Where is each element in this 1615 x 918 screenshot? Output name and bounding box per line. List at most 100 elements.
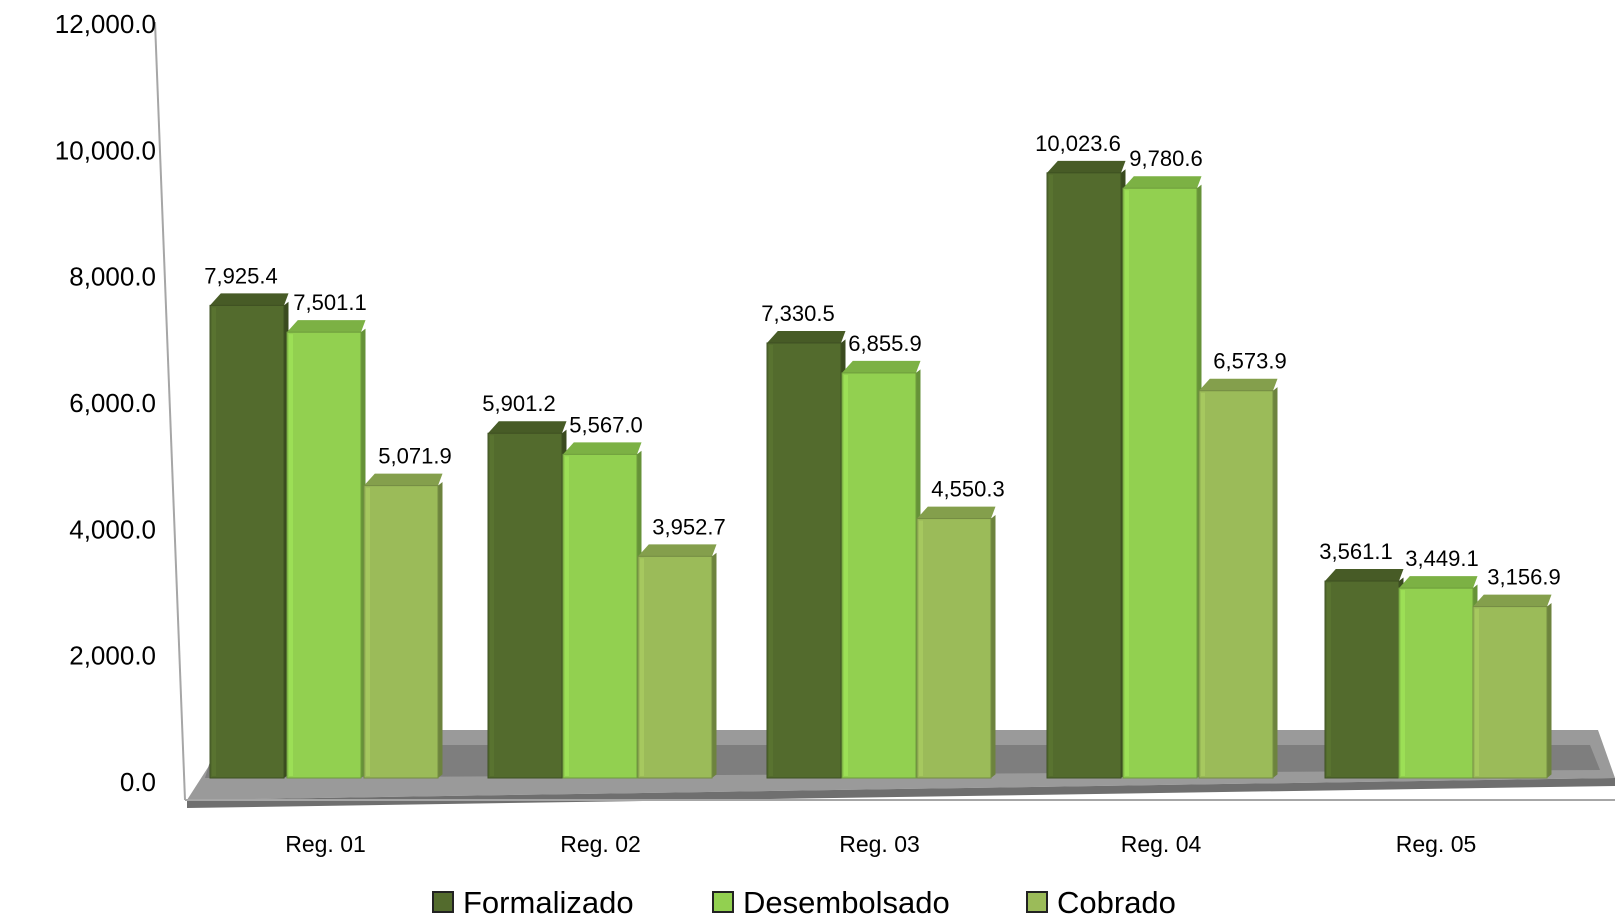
bar — [1198, 378, 1278, 779]
bar-front — [363, 485, 439, 779]
bar-top — [210, 293, 289, 306]
bar-front — [1122, 187, 1198, 779]
bar-highlight — [844, 374, 848, 776]
bar-top — [1399, 576, 1478, 589]
legend-item: Desembolsado — [712, 885, 950, 918]
data-label: 5,567.0 — [569, 412, 642, 437]
data-label: 3,561.1 — [1319, 539, 1392, 564]
bar — [1122, 176, 1202, 779]
y-tick-label: 0.0 — [120, 767, 156, 797]
bar — [1046, 160, 1126, 779]
bar-front — [286, 331, 362, 779]
bar-highlight — [919, 520, 923, 776]
data-label: 3,952.7 — [652, 514, 725, 539]
category-label: Reg. 03 — [839, 831, 920, 857]
data-label: 4,550.3 — [931, 477, 1004, 502]
bar-top — [638, 544, 717, 557]
bar — [363, 473, 443, 779]
data-label: 3,156.9 — [1487, 565, 1560, 590]
bar — [1324, 569, 1404, 779]
bar — [916, 506, 996, 779]
bar-front — [1472, 606, 1548, 779]
bar-top — [917, 506, 996, 519]
legend-swatch — [1026, 891, 1048, 913]
category-label: Reg. 05 — [1396, 831, 1477, 857]
bar-highlight — [769, 344, 773, 776]
data-label: 5,901.2 — [482, 391, 555, 416]
bar-front — [562, 453, 638, 779]
bar-side — [1273, 387, 1278, 778]
data-label: 5,071.9 — [378, 444, 451, 469]
legend-item: Cobrado — [1026, 885, 1176, 918]
bar-highlight — [565, 456, 569, 776]
bar-highlight — [1049, 174, 1053, 777]
bar-top — [488, 421, 567, 434]
bar — [766, 330, 846, 779]
bar — [286, 320, 366, 779]
bar-front — [209, 304, 285, 779]
bar-top — [1047, 160, 1126, 173]
bar-highlight — [366, 487, 370, 776]
bar-front — [841, 372, 917, 779]
data-label: 3,449.1 — [1405, 546, 1478, 571]
bar-side — [438, 482, 443, 778]
data-label: 10,023.6 — [1035, 131, 1121, 156]
bar — [637, 544, 717, 779]
y-axis: 0.0 2,000.0 4,000.0 6,000.0 8,000.0 10,000.0 1… — [55, 9, 1615, 801]
bar-top — [1123, 176, 1202, 189]
bar — [1472, 594, 1552, 779]
bar-highlight — [1201, 392, 1205, 776]
bar-side — [991, 514, 996, 778]
category-label: Reg. 01 — [285, 831, 366, 857]
bar-top — [287, 320, 366, 333]
bar — [209, 293, 289, 779]
bar-front — [637, 555, 713, 779]
data-label: 9,780.6 — [1129, 146, 1202, 171]
data-label: 6,855.9 — [848, 331, 921, 356]
bar-front — [1198, 390, 1274, 779]
bar-highlight — [640, 558, 644, 776]
bar-front — [766, 342, 842, 779]
bar-highlight — [1327, 583, 1331, 776]
category-label: Reg. 04 — [1121, 831, 1202, 857]
bar-top — [1325, 569, 1404, 582]
bar-front — [1398, 587, 1474, 779]
legend-item: Formalizado — [432, 885, 634, 918]
y-tick-label: 8,000.0 — [69, 262, 156, 292]
bar-top — [767, 330, 846, 343]
bar-highlight — [289, 334, 293, 776]
bar — [841, 360, 921, 779]
bar-top — [1199, 378, 1278, 391]
y-tick-label: 2,000.0 — [69, 641, 156, 671]
bar — [562, 442, 642, 779]
data-label: 7,925.4 — [204, 263, 277, 288]
bar-side — [712, 552, 717, 778]
bar — [1398, 576, 1478, 779]
bar — [487, 421, 567, 779]
legend: Formalizado Desembolsado Cobrado — [432, 885, 1176, 918]
legend-swatch — [712, 891, 734, 913]
bar-highlight — [1475, 608, 1479, 776]
bar-side — [1547, 602, 1552, 778]
bar-front — [916, 518, 992, 779]
category-labels-group: Reg. 01 Reg. 02 Reg. 03 Reg. 04 Reg. 05 — [285, 831, 1476, 857]
data-label: 7,330.5 — [761, 301, 834, 326]
legend-label: Desembolsado — [743, 885, 950, 918]
bar-top — [1473, 594, 1552, 607]
bar-highlight — [490, 435, 494, 776]
legend-swatch — [432, 891, 454, 913]
bar-front — [1046, 172, 1122, 779]
legend-label: Cobrado — [1057, 885, 1176, 918]
legend-label: Formalizado — [463, 885, 634, 918]
bar-top — [364, 473, 443, 486]
y-tick-label: 4,000.0 — [69, 514, 156, 544]
bar-top — [563, 442, 642, 455]
bars-group — [209, 160, 1552, 779]
bar-highlight — [212, 307, 216, 776]
data-labels-group: 7,925.4 7,501.1 5,071.9 5,901.2 5,567.0 3,952… — [204, 131, 1560, 590]
bar-top — [842, 360, 921, 373]
bar-highlight — [1401, 590, 1405, 776]
y-tick-label: 12,000.0 — [55, 9, 156, 39]
bar-highlight — [1125, 190, 1129, 777]
bar-front — [487, 432, 563, 779]
